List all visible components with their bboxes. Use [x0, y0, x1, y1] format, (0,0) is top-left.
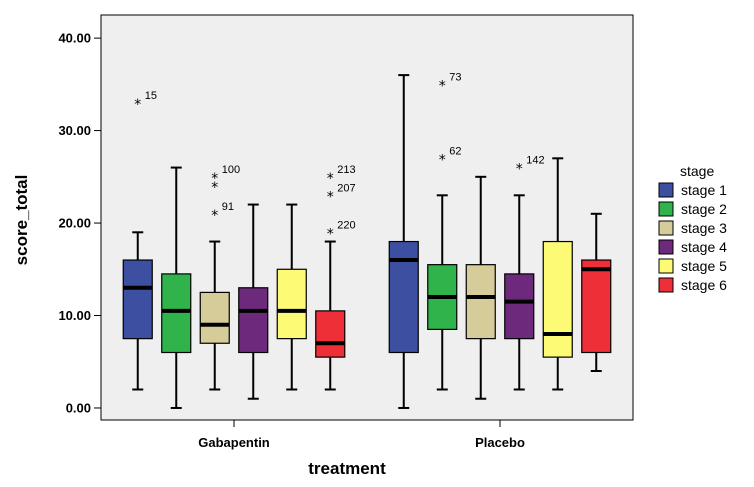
box-stage-1-gabapentin: * 15	[122, 90, 157, 391]
outlier-marker: *	[211, 171, 218, 187]
y-tick-label: 30.00	[58, 123, 91, 138]
box-stage-3-placebo	[465, 175, 496, 400]
outlier-marker: *	[516, 162, 523, 178]
outlier-label: 73	[449, 71, 461, 83]
box-groups: *15*73*62*100**91*142*213*207*220	[122, 71, 612, 409]
y-tick-label: 0.00	[66, 400, 91, 415]
legend-label: stage 2	[681, 201, 727, 217]
outlier-label: 15	[145, 90, 157, 102]
x-tick-label: Placebo	[475, 435, 525, 450]
box-stage-2-gabapentin	[161, 166, 192, 409]
outlier-label: 100	[222, 164, 240, 176]
outlier-marker: *	[327, 226, 334, 242]
outlier-label: 207	[337, 182, 355, 194]
y-tick-label: 10.00	[58, 308, 91, 323]
legend-label: stage 3	[681, 220, 727, 236]
outlier-label: 213	[337, 164, 355, 176]
box-stage-4-placebo: *142	[504, 155, 545, 391]
box-iqr	[581, 259, 612, 354]
box-iqr	[238, 287, 269, 354]
y-tick-label: 40.00	[58, 31, 91, 46]
legend-title: stage	[680, 163, 714, 179]
y-axis-title: score_total	[12, 175, 31, 266]
box-iqr	[504, 273, 535, 340]
legend-swatch	[658, 277, 674, 293]
box-stage-6-placebo	[581, 212, 612, 372]
legend-swatch	[658, 239, 674, 255]
x-tick-label: Gabapentin	[198, 435, 270, 450]
box-stage-1-placebo	[388, 74, 419, 409]
x-axis-title: treatment	[308, 459, 386, 478]
legend-label: stage 4	[681, 239, 727, 255]
y-axis: 0.00 10.00 20.00 30.00 40.00	[58, 31, 101, 415]
box-iqr	[465, 264, 496, 340]
box-stage-5-gabapentin	[276, 203, 307, 391]
box-iqr	[315, 310, 346, 358]
y-tick-label: 20.00	[58, 216, 91, 231]
box-stage-4-gabapentin	[238, 203, 269, 400]
legend-swatch	[658, 258, 674, 274]
outlier-marker: *	[327, 171, 334, 187]
outlier-marker: *	[439, 78, 446, 94]
box-stage-5-placebo	[542, 157, 573, 391]
legend-swatch	[658, 201, 674, 217]
plot-area	[100, 14, 634, 421]
box-stage-2-placebo: *73*62	[427, 71, 462, 391]
box-stage-3-gabapentin: *100**91	[199, 164, 240, 391]
box-iqr	[542, 240, 573, 358]
box-stage-6-gabapentin: *213*207*220	[315, 164, 356, 391]
legend-label: stage 5	[681, 258, 727, 274]
legend-label: stage 1	[681, 182, 727, 198]
legend: stage stage 1 stage 2 stage 3 stage 4 stage …	[658, 163, 727, 293]
box-iqr	[199, 291, 230, 344]
box-iqr	[161, 273, 192, 354]
outlier-marker: *	[211, 180, 218, 196]
outlier-marker: *	[211, 208, 218, 224]
legend-label: stage 6	[681, 277, 727, 293]
outlier-marker: *	[327, 189, 334, 205]
outlier-label: 220	[337, 219, 355, 231]
box-iqr	[276, 268, 307, 340]
legend-swatch	[658, 220, 674, 236]
outlier-label: 62	[449, 145, 461, 157]
outlier-marker: *	[439, 152, 446, 168]
outlier-label: 91	[222, 201, 234, 213]
box-iqr	[122, 259, 153, 340]
legend-swatch	[658, 182, 674, 198]
outlier-label: 142	[526, 155, 544, 167]
x-axis: Gabapentin Placebo	[198, 420, 525, 450]
outlier-marker: *	[134, 97, 141, 113]
